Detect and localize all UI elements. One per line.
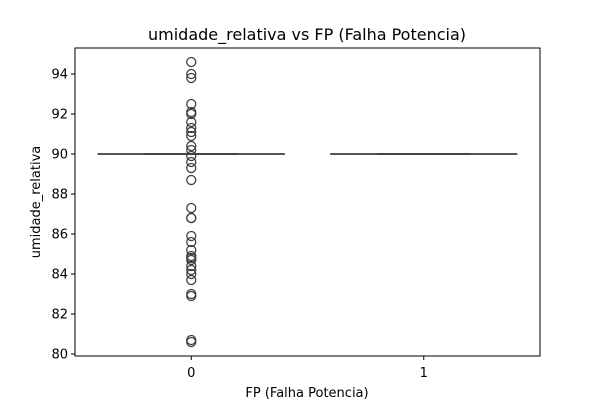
outlier-point	[186, 98, 197, 110]
outlier-point	[186, 116, 197, 128]
outlier-point	[186, 336, 197, 348]
outlier-point	[186, 230, 197, 242]
outlier-point	[186, 174, 197, 186]
outlier-point	[186, 156, 197, 168]
chart-title: umidade_relativa vs FP (Falha Potencia)	[148, 25, 466, 45]
y-tick-label: 94	[51, 68, 68, 83]
outlier-point	[186, 264, 197, 276]
outlier-point	[186, 56, 197, 68]
outlier-point	[186, 144, 197, 156]
y-tick-label: 86	[51, 228, 68, 243]
box-group-0	[97, 56, 285, 348]
outlier-point	[186, 202, 197, 214]
boxes-layer	[97, 56, 518, 348]
outlier-point	[186, 212, 197, 224]
y-tick-label: 92	[51, 108, 68, 123]
outlier-point	[186, 244, 197, 256]
outlier-point	[186, 290, 197, 302]
y-tick-label: 82	[51, 308, 68, 323]
outlier-point	[186, 162, 197, 174]
x-tick-label: 1	[420, 366, 428, 381]
outlier-point	[186, 236, 197, 248]
y-axis: 80 82 84 86 88 90 92 94	[51, 68, 75, 363]
outlier-point	[186, 130, 197, 142]
outlier-point	[186, 72, 197, 84]
outlier-point	[186, 274, 197, 286]
y-tick-label: 88	[51, 188, 68, 203]
y-axis-label: umidade_relativa	[29, 146, 44, 259]
plot-frame	[74, 47, 541, 357]
outlier-point	[186, 268, 197, 280]
outlier-point	[186, 140, 197, 152]
x-tick-label: 0	[187, 366, 195, 381]
outlier-point	[186, 122, 197, 134]
outlier-point	[186, 260, 197, 272]
y-tick-label: 80	[51, 348, 68, 363]
y-tick-label: 90	[51, 148, 68, 163]
x-axis-label: FP (Falha Potencia)	[245, 386, 368, 400]
outlier-point	[186, 68, 197, 80]
outlier-point	[186, 150, 197, 162]
y-tick-label: 84	[51, 268, 68, 283]
outlier-point	[186, 108, 197, 120]
outlier-point	[186, 126, 197, 138]
outlier-point	[186, 254, 197, 266]
